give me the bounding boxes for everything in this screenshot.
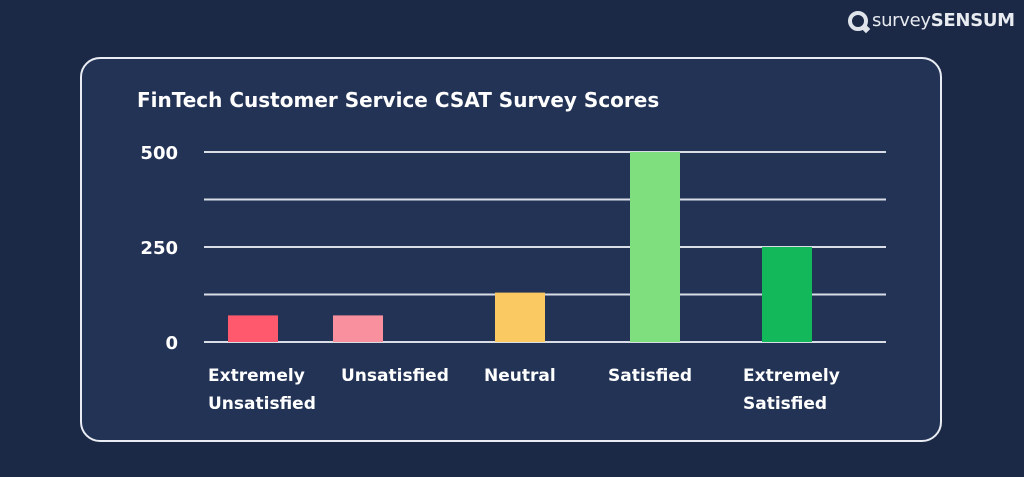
- x-tick-label: Extremely Satisfied: [743, 366, 840, 414]
- x-tick-label: Unsatisfied: [341, 366, 449, 386]
- bar: [495, 292, 545, 342]
- x-tick-label: Satisfied: [608, 366, 693, 386]
- x-tick-label: Extremely Unsatisfied: [208, 366, 316, 414]
- bar: [228, 315, 278, 342]
- x-tick-label: Neutral: [484, 366, 556, 386]
- brand-logo: surveySENSUM: [848, 10, 1015, 31]
- logo-text: surveySENSUM: [872, 10, 1015, 31]
- bar: [630, 152, 680, 342]
- chart-title: FinTech Customer Service CSAT Survey Sco…: [137, 88, 660, 112]
- logo-q-icon: [848, 10, 868, 31]
- bar: [333, 315, 383, 342]
- y-tick-label: 500: [140, 143, 178, 164]
- bar: [762, 247, 812, 342]
- y-tick-label: 0: [165, 333, 178, 354]
- y-tick-label: 250: [140, 238, 178, 259]
